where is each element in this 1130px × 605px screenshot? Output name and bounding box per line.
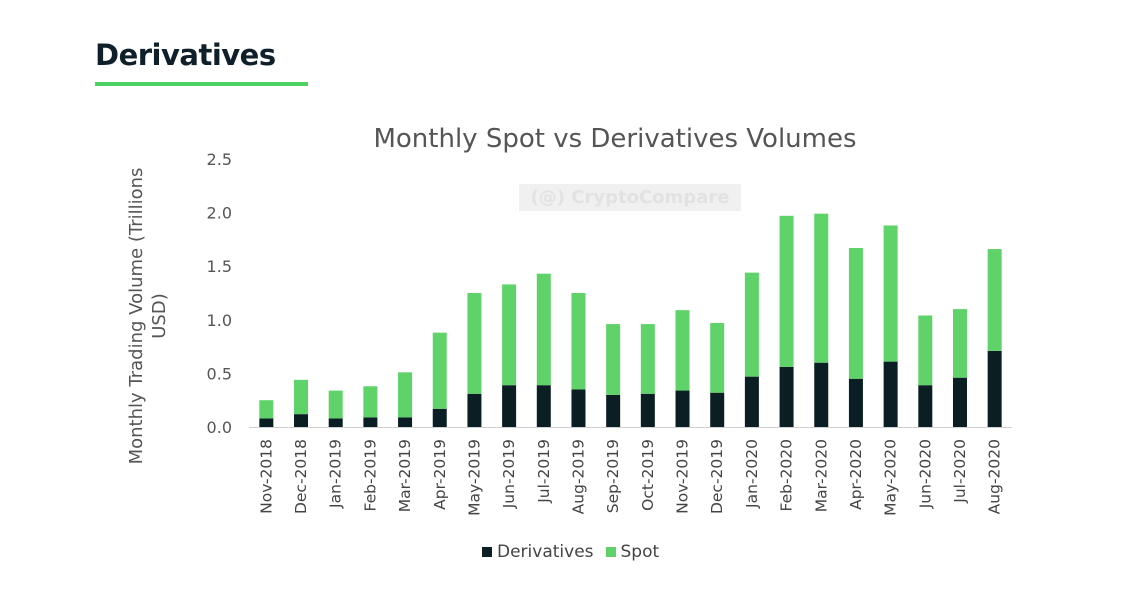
bar-derivatives-feb-2020 [779,366,794,427]
legend-item-spot: Spot [605,542,660,562]
bar-derivatives-jun-2019 [502,385,517,427]
section-title: Derivatives [95,38,276,72]
bar-derivatives-apr-2019 [432,408,447,427]
bar-derivatives-may-2020 [883,361,898,427]
bar-spot-oct-2019 [640,324,655,394]
x-tick-label: Dec-2018 [292,439,310,514]
x-tick-label: Aug-2020 [986,439,1004,514]
x-tick-label: Jul-2019 [535,439,553,504]
bar-spot-nov-2019 [675,310,690,391]
bar-derivatives-nov-2019 [675,390,690,427]
x-tick-label: Apr-2019 [431,439,449,510]
x-tick-label: Sep-2019 [604,439,622,513]
bar-spot-dec-2018 [294,379,309,415]
bar-derivatives-jul-2020 [952,377,967,427]
bar-spot-apr-2020 [848,247,863,379]
bar-derivatives-jun-2020 [918,385,933,427]
bar-derivatives-may-2019 [467,393,482,427]
x-tick-label: Mar-2020 [812,439,830,512]
x-tick-label: Aug-2019 [569,439,587,514]
y-tick-label: 2.5 [207,150,232,169]
bar-derivatives-nov-2018 [259,418,274,427]
bar-spot-may-2020 [883,225,898,362]
x-tick-label: Nov-2019 [674,439,692,514]
legend: Derivatives Spot [482,542,671,562]
bar-spot-jan-2020 [744,272,759,377]
x-tick-label: Jan-2020 [743,439,761,509]
x-tick-label: Oct-2019 [639,439,657,511]
x-tick-label: Mar-2019 [396,439,414,512]
x-tick-label: May-2020 [882,439,900,516]
chart-title: Monthly Spot vs Derivatives Volumes [373,124,857,154]
bar-spot-jun-2019 [502,284,517,386]
bar-derivatives-mar-2020 [814,362,829,427]
x-tick-label: Dec-2019 [708,439,726,514]
bar-spot-jul-2020 [952,309,967,378]
bar-derivatives-feb-2019 [363,417,378,427]
y-tick-label: 0.5 [207,364,232,383]
x-tick-label: Jun-2019 [500,439,518,509]
bar-derivatives-dec-2019 [710,392,725,427]
bar-derivatives-mar-2019 [398,417,413,427]
legend-label-spot: Spot [620,542,660,562]
x-tick-label: Nov-2018 [257,439,275,514]
y-tick-label: 2.0 [207,204,232,223]
bar-spot-nov-2018 [259,400,274,419]
section-underline [95,82,308,86]
legend-item-derivatives: Derivatives [482,542,594,562]
x-tick-label: Jan-2019 [327,439,345,509]
bar-spot-may-2019 [467,293,482,394]
bar-spot-sep-2019 [606,324,621,395]
bar-spot-mar-2019 [398,372,413,418]
bar-spot-jul-2019 [536,273,551,386]
x-tick-label: Feb-2020 [778,439,796,511]
y-tick-label: 1.0 [207,311,232,330]
watermark: (@) CryptoCompare [519,184,741,211]
x-tick-label: Jul-2020 [951,439,969,504]
bar-derivatives-dec-2018 [294,414,309,427]
x-tick-label: Feb-2019 [361,439,379,511]
bar-spot-jun-2020 [918,315,933,386]
y-tick-label: 1.5 [207,257,232,276]
x-tick-label: Jun-2020 [916,439,934,509]
x-tick-label: May-2019 [465,439,483,516]
y-tick-label: 0.0 [207,418,232,437]
legend-swatch-spot [605,547,616,557]
bar-spot-feb-2019 [363,386,378,418]
bar-derivatives-jan-2020 [744,376,759,427]
bar-spot-dec-2019 [710,323,725,393]
legend-swatch-derivatives [482,547,492,557]
bar-spot-jan-2019 [328,390,343,419]
bar-spot-mar-2020 [814,213,829,363]
bar-spot-feb-2020 [779,215,794,367]
bar-derivatives-aug-2019 [571,389,586,427]
x-tick-label: Apr-2020 [847,439,865,510]
bar-derivatives-aug-2020 [987,350,1002,427]
bar-spot-aug-2020 [987,249,1002,351]
bar-derivatives-apr-2020 [848,378,863,427]
legend-label-derivatives: Derivatives [497,542,594,562]
bar-spot-aug-2019 [571,293,586,390]
bar-derivatives-sep-2019 [606,394,621,427]
bar-spot-apr-2019 [432,332,447,409]
bar-derivatives-oct-2019 [640,393,655,427]
bar-derivatives-jul-2019 [536,385,551,427]
bar-derivatives-jan-2019 [328,418,343,427]
